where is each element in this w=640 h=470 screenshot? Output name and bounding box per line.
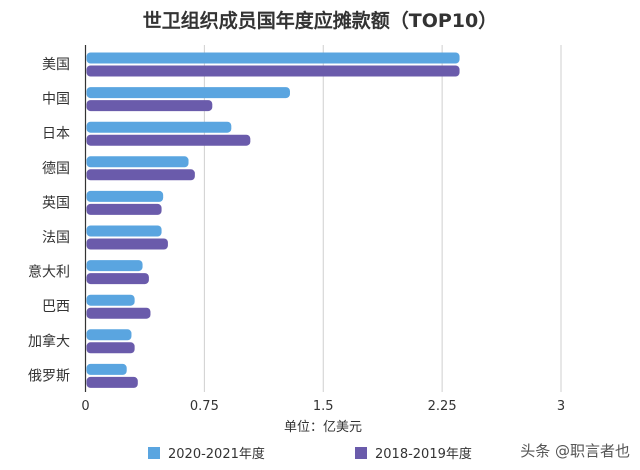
bar-日本-2018-2019年度 bbox=[86, 134, 251, 146]
bar-加拿大-2018-2019年度 bbox=[86, 342, 135, 354]
bar-法国-2020-2021年度 bbox=[86, 225, 162, 237]
legend-label: 2018-2019年度 bbox=[375, 447, 472, 462]
bar-日本-2020-2021年度 bbox=[86, 121, 232, 133]
bar-俄罗斯-2020-2021年度 bbox=[86, 363, 127, 375]
legend-label: 2020-2021年度 bbox=[168, 447, 265, 462]
y-tick-label: 英国 bbox=[42, 194, 70, 211]
bar-俄罗斯-2018-2019年度 bbox=[86, 376, 138, 388]
x-tick-label: 1.5 bbox=[313, 399, 334, 414]
bar-巴西-2018-2019年度 bbox=[86, 307, 151, 319]
bar-意大利-2020-2021年度 bbox=[86, 260, 143, 272]
bar-巴西-2020-2021年度 bbox=[86, 294, 135, 306]
bar-英国-2018-2019年度 bbox=[86, 203, 162, 215]
x-tick-label: 0 bbox=[81, 399, 89, 414]
x-tick-label: 2.25 bbox=[428, 399, 457, 414]
bar-中国-2018-2019年度 bbox=[86, 100, 213, 112]
y-tick-label: 中国 bbox=[42, 92, 70, 108]
legend-swatch bbox=[355, 446, 367, 459]
y-tick-label: 巴西 bbox=[42, 299, 70, 315]
legend-item-2020-2021[interactable]: 2020-2021年度 bbox=[148, 443, 265, 462]
bar-美国-2018-2019年度 bbox=[86, 65, 460, 77]
y-tick-label: 意大利 bbox=[28, 264, 70, 281]
y-tick-label: 美国 bbox=[42, 57, 70, 73]
bar-德国-2020-2021年度 bbox=[86, 156, 189, 168]
watermark: 头条 @职言者也 bbox=[520, 442, 630, 460]
bar-法国-2018-2019年度 bbox=[86, 238, 168, 250]
bar-加拿大-2020-2021年度 bbox=[86, 329, 132, 341]
x-tick-label: 3 bbox=[557, 399, 565, 414]
y-tick-label: 法国 bbox=[42, 230, 70, 246]
bar-德国-2018-2019年度 bbox=[86, 169, 195, 181]
x-axis-label: 单位：亿美元 bbox=[283, 420, 362, 435]
y-tick-label: 俄罗斯 bbox=[28, 368, 70, 384]
y-tick-label: 加拿大 bbox=[28, 333, 70, 350]
legend-swatch bbox=[148, 446, 160, 459]
legend-item-2018-2019[interactable]: 2018-2019年度 bbox=[355, 443, 472, 462]
x-tick-label: 0.75 bbox=[190, 399, 219, 414]
y-tick-label: 日本 bbox=[42, 126, 70, 142]
bar-英国-2020-2021年度 bbox=[86, 190, 164, 202]
bar-美国-2020-2021年度 bbox=[86, 52, 460, 64]
bar-中国-2020-2021年度 bbox=[86, 87, 290, 99]
bar-意大利-2018-2019年度 bbox=[86, 273, 149, 285]
y-tick-label: 德国 bbox=[42, 161, 70, 177]
chart-title: 世卫组织成员国年度应摊款额（TOP10） bbox=[142, 10, 498, 32]
